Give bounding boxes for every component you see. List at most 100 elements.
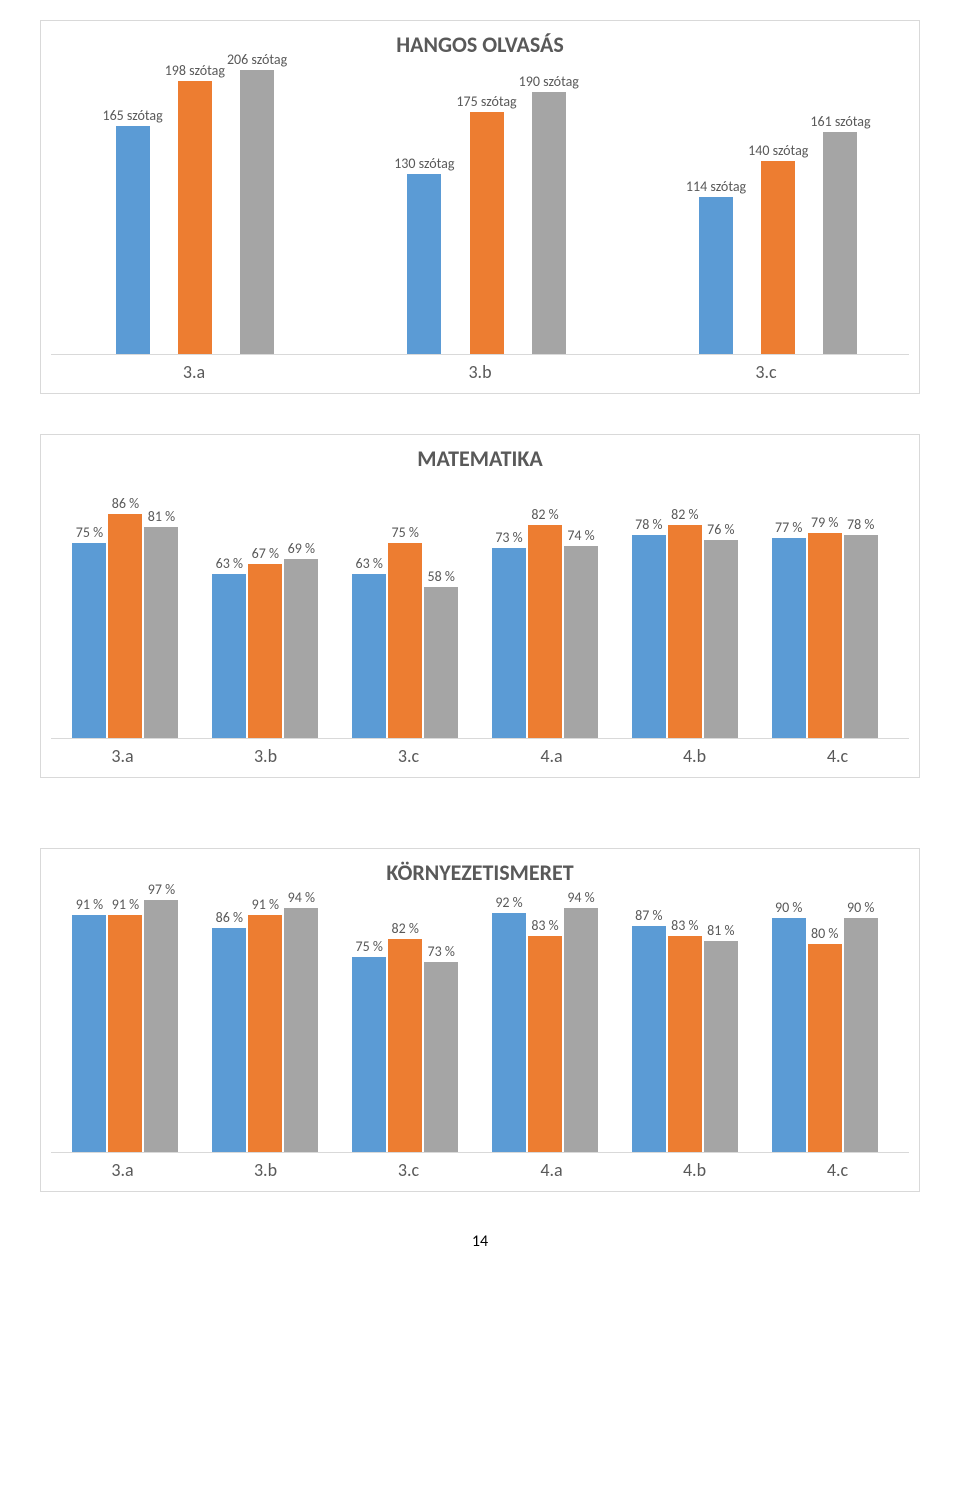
axis-label: 4.c: [766, 745, 909, 767]
bar-label: 140 szótag: [748, 142, 808, 159]
bar-label: 165 szótag: [102, 107, 162, 124]
bar: 206 szótag: [227, 51, 287, 354]
bar-label: 97 %: [148, 881, 175, 898]
bar-rect: [424, 587, 458, 738]
bar: 77 %: [772, 519, 806, 738]
bar-rect: [212, 928, 246, 1152]
bar-label: 79 %: [811, 514, 838, 531]
bar-label: 82 %: [391, 920, 418, 937]
bar: 91 %: [108, 896, 142, 1152]
bar-label: 175 szótag: [456, 93, 516, 110]
bar: 80 %: [808, 925, 842, 1152]
bar-group: 63 %67 %69 %: [212, 540, 318, 738]
axis-label: 3.c: [623, 361, 909, 383]
axis-label: 4.b: [623, 745, 766, 767]
axis-label: 3.b: [194, 745, 337, 767]
bar: 90 %: [844, 899, 878, 1152]
bar: 58 %: [424, 568, 458, 738]
bar-rect: [388, 939, 422, 1152]
bar: 79 %: [808, 514, 842, 738]
bar-label: 76 %: [707, 521, 734, 538]
bar-label: 78 %: [847, 516, 874, 533]
bar-rect: [772, 918, 806, 1152]
chart-kornyezetismeret: KÖRNYEZETISMERET 91 %91 %97 %86 %91 %94 …: [40, 848, 920, 1192]
bar-rect: [564, 546, 598, 738]
bar-label: 92 %: [495, 894, 522, 911]
bar-label: 80 %: [811, 925, 838, 942]
bar-label: 82 %: [531, 506, 558, 523]
bar-rect: [528, 525, 562, 738]
chart-title: MATEMATIKA: [41, 445, 919, 472]
bar-label: 94 %: [288, 889, 315, 906]
axis-label: 3.a: [51, 1159, 194, 1181]
bar: 73 %: [492, 529, 526, 738]
bar-label: 63 %: [355, 555, 382, 572]
bar-rect: [668, 936, 702, 1152]
bar-rect: [144, 900, 178, 1152]
bar-rect: [492, 913, 526, 1152]
chart-matematika: MATEMATIKA 75 %86 %81 %63 %67 %69 %63 %7…: [40, 434, 920, 778]
bar: 190 szótag: [519, 73, 579, 354]
bar-group: 78 % 82 % 76 %: [632, 506, 738, 738]
bar-label: 206 szótag: [227, 51, 287, 68]
axis-label: 4.a: [480, 745, 623, 767]
bar: 130 szótag: [394, 155, 454, 354]
bar-rect: [424, 962, 458, 1152]
bar-group: 90 % 80 % 90 %: [772, 899, 878, 1152]
bar-label: 74 %: [567, 527, 594, 544]
plot-area: 91 %91 %97 %86 %91 %94 %75 %82 %73 %92 %…: [51, 892, 909, 1153]
bar: 69 %: [284, 540, 318, 738]
spacer: [40, 818, 920, 848]
bar-group: 165 szótag198 szótag206 szótag: [102, 51, 287, 354]
bar: 82 %: [668, 506, 702, 738]
bar: 175 szótag: [456, 93, 516, 354]
bar-rect: [808, 533, 842, 738]
bar-rect: [844, 918, 878, 1152]
bar-rect: [844, 535, 878, 738]
bar-rect: [632, 926, 666, 1152]
axis-label: 4.c: [766, 1159, 909, 1181]
bar-label: 82 %: [671, 506, 698, 523]
bar-rect: [248, 915, 282, 1152]
bar: 91 %: [248, 896, 282, 1152]
x-axis: 3.a3.b3.c4.a4.b4.c: [51, 745, 909, 767]
bar-label: 81 %: [707, 922, 734, 939]
bar: 63 %: [212, 555, 246, 738]
axis-label: 3.b: [337, 361, 623, 383]
bar-rect: [772, 538, 806, 738]
bar: 76 %: [704, 521, 738, 738]
bar-rect: [284, 559, 318, 738]
bar-label: 87 %: [635, 907, 662, 924]
bar-rect: [564, 908, 598, 1152]
bar-rect: [284, 908, 318, 1152]
bar-rect: [632, 535, 666, 738]
bar: 86 %: [212, 909, 246, 1152]
bar: 87 %: [632, 907, 666, 1152]
page-number: 14: [40, 1232, 920, 1251]
bar: 82 %: [528, 506, 562, 738]
bar-rect: [699, 197, 733, 354]
bar: 165 szótag: [102, 107, 162, 354]
bar: 81 %: [144, 508, 178, 738]
bar: 90 %: [772, 899, 806, 1152]
bar-label: 77 %: [775, 519, 802, 536]
axis-label: 3.a: [51, 745, 194, 767]
bar-rect: [407, 174, 441, 354]
bar-label: 91 %: [76, 896, 103, 913]
bar: 97 %: [144, 881, 178, 1152]
bar-rect: [808, 944, 842, 1152]
bar-rect: [178, 81, 212, 354]
bar-label: 161 szótag: [810, 113, 870, 130]
bar: 78 %: [632, 516, 666, 738]
bar: 91 %: [72, 896, 106, 1152]
bar-rect: [144, 527, 178, 738]
bar-label: 130 szótag: [394, 155, 454, 172]
bar: 86 %: [108, 495, 142, 738]
bar-rect: [823, 132, 857, 354]
bar-group: 91 % 91 % 97 %: [72, 881, 178, 1152]
bar-group: 87 %83 %81 %: [632, 907, 738, 1152]
bar-rect: [240, 70, 274, 354]
bar-group: 77 % 79 % 78 %: [772, 514, 878, 738]
axis-label: 3.c: [337, 1159, 480, 1181]
bar-rect: [352, 957, 386, 1152]
